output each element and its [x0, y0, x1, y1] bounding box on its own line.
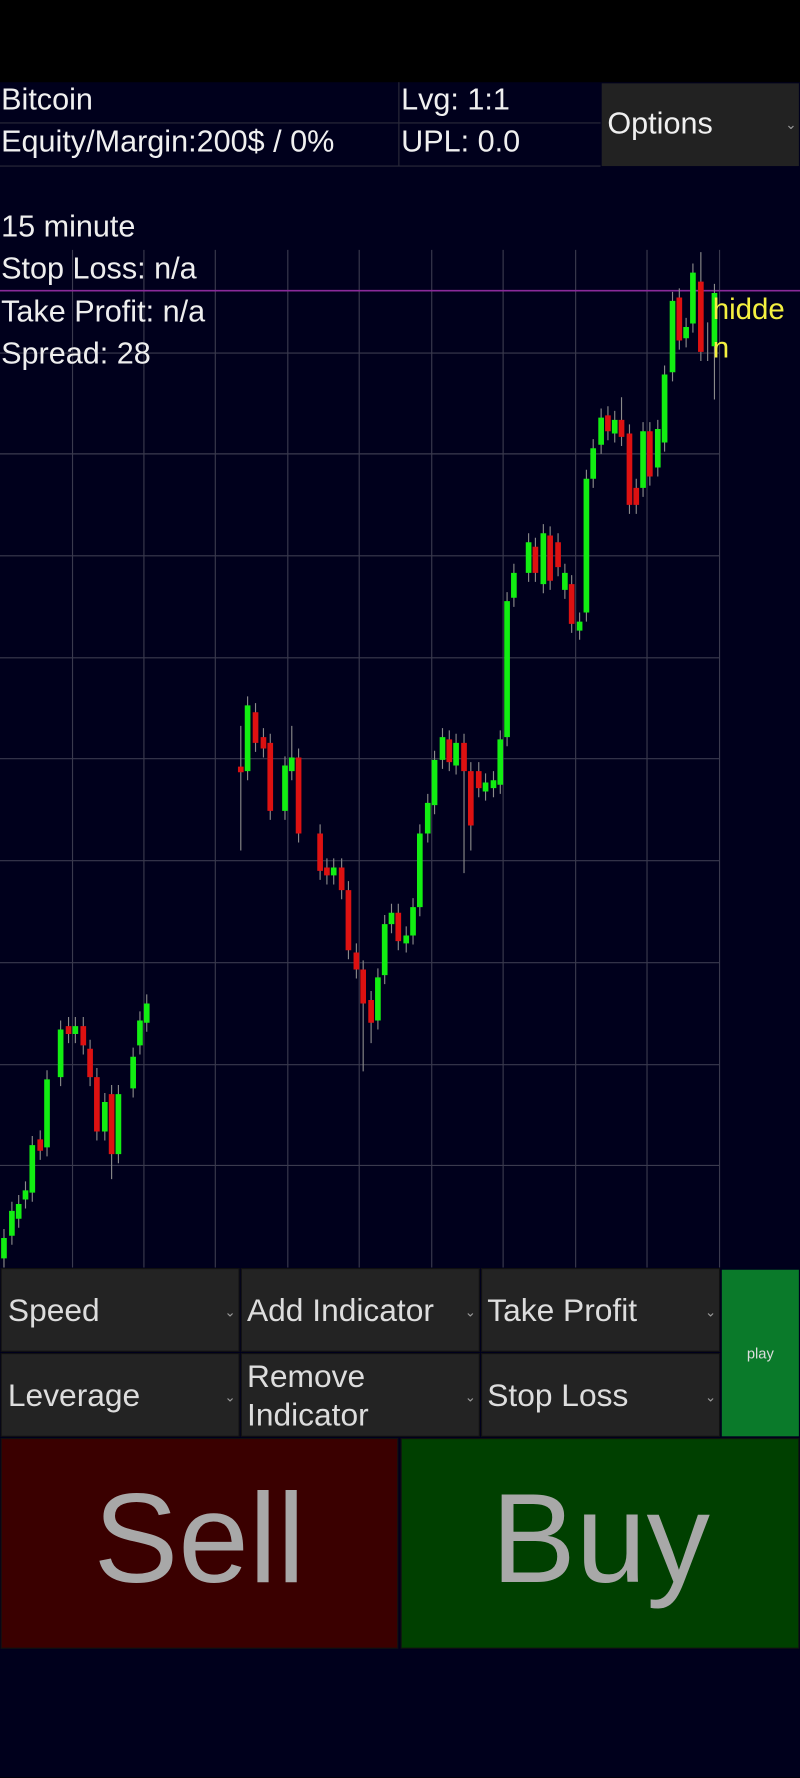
button-label[interactable]: Speed	[8, 1292, 100, 1328]
chevron: ⌄	[705, 1304, 716, 1319]
button[interactable]	[481, 1353, 721, 1437]
button[interactable]	[0, 1438, 399, 1649]
button-label[interactable]: Buy	[491, 1467, 710, 1609]
chevron: ⌄	[705, 1389, 716, 1404]
buy-button[interactable]: Buy	[400, 1438, 800, 1649]
options-dropdown[interactable]: Options ⌄	[601, 83, 799, 167]
controls: Speed ⌄ Add Indicator ⌄ Take Profit ⌄ pl…	[0, 1268, 800, 1649]
take-profit-dropdown[interactable]: Take Profit ⌄	[481, 1268, 721, 1352]
marker-label: n	[713, 331, 729, 364]
chevron: ⌄	[224, 1389, 235, 1404]
button-label[interactable]: Remove	[247, 1358, 365, 1394]
button[interactable]	[0, 1268, 240, 1352]
button-label[interactable]: Leverage	[8, 1377, 140, 1413]
button-label[interactable]: Take Profit	[487, 1292, 637, 1328]
remove-indicator-dropdown[interactable]: Remove Indicator ⌄	[240, 1353, 480, 1437]
add-indicator-dropdown[interactable]: Add Indicator ⌄	[240, 1268, 480, 1352]
button-label[interactable]: Stop Loss	[487, 1377, 628, 1413]
chevron: ⌄	[465, 1389, 476, 1404]
stop-loss-dropdown[interactable]: Stop Loss ⌄	[481, 1353, 721, 1437]
button[interactable]	[0, 1353, 240, 1437]
upl: UPL: 0.0	[401, 124, 520, 158]
button[interactable]	[240, 1268, 480, 1352]
header: Bitcoin Equity/Margin:200$ / 0% Lvg: 1:1…	[0, 82, 799, 167]
take-profit-info: Take Profit: n/a	[1, 294, 205, 328]
button-label[interactable]: Sell	[94, 1467, 306, 1609]
button[interactable]	[240, 1353, 480, 1437]
button[interactable]	[400, 1438, 800, 1649]
stop-loss-info: Stop Loss: n/a	[1, 251, 197, 285]
button-label[interactable]: Add Indicator	[247, 1292, 434, 1328]
button-label[interactable]: Indicator	[247, 1396, 369, 1432]
options-button[interactable]	[601, 83, 799, 167]
equity: Equity/Margin:200$ / 0%	[1, 124, 334, 158]
options-label[interactable]: Options	[607, 106, 712, 140]
button[interactable]	[481, 1268, 721, 1352]
button[interactable]	[721, 1269, 799, 1437]
asset-name: Bitcoin	[1, 83, 93, 117]
speed-dropdown[interactable]: Speed ⌄	[0, 1268, 240, 1352]
marker-label: hidde	[713, 293, 785, 326]
timeframe: 15 minute	[1, 209, 135, 243]
chevron: ⌄	[465, 1304, 476, 1319]
sell-button[interactable]: Sell	[0, 1438, 399, 1649]
play-button[interactable]: play	[721, 1269, 799, 1437]
leverage-dropdown[interactable]: Leverage ⌄	[0, 1353, 240, 1437]
chevron: ⌄	[224, 1304, 235, 1319]
chevron: ⌄	[785, 117, 796, 132]
status-bar	[0, 0, 800, 83]
spread-info: Spread: 28	[1, 336, 151, 370]
grid-horizontal	[0, 352, 720, 1167]
button-label[interactable]: play	[747, 1347, 775, 1363]
leverage: Lvg: 1:1	[401, 83, 510, 117]
